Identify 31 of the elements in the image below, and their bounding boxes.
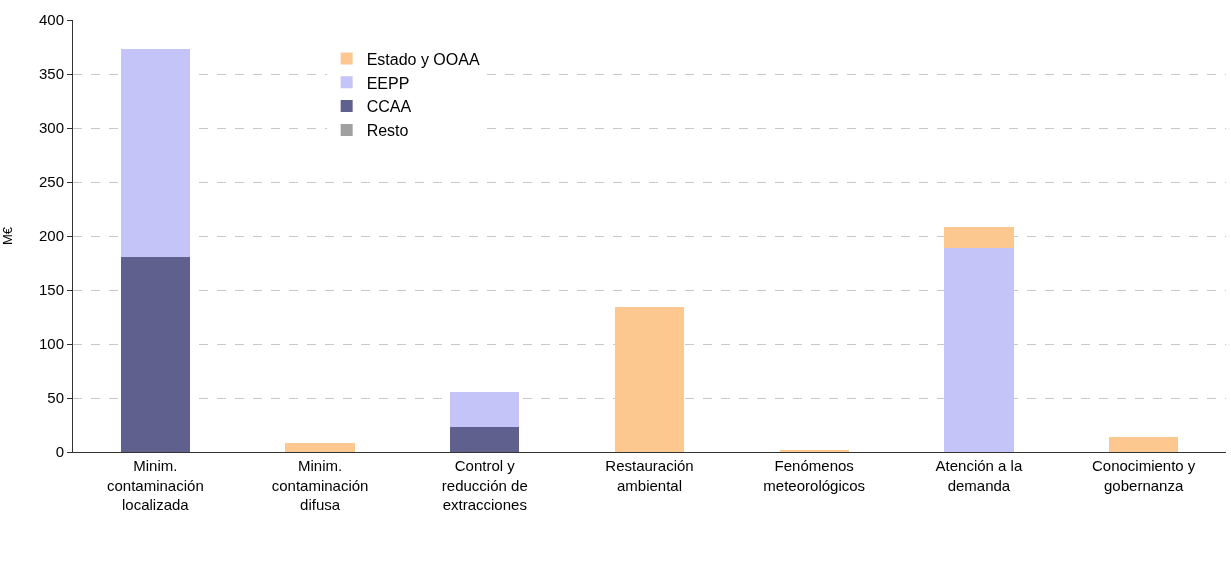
bar	[285, 443, 355, 452]
bar	[450, 391, 520, 428]
y-tick-label: 200	[38, 227, 64, 245]
y-tick-label: 100	[38, 335, 64, 353]
x-tick-label: Restauración ambiental	[605, 457, 694, 494]
x-tick-label: Minim. contaminación difusa	[271, 457, 369, 513]
legend-label: Resto	[366, 122, 409, 140]
legend-label: CCAA	[366, 98, 412, 116]
x-tick-label: Conocimiento y gobernanza	[1091, 457, 1196, 494]
legend-label: Estado y OOAA	[366, 50, 480, 68]
y-tick-label: 350	[38, 65, 64, 83]
y-tick-label: 300	[38, 119, 64, 137]
bar	[614, 307, 685, 452]
y-tick-label: 0	[55, 443, 64, 461]
y-tick-label: 400	[38, 11, 64, 29]
x-tick-label: Minim. contaminación localizada	[106, 457, 204, 513]
bar	[944, 247, 1014, 452]
bar	[944, 227, 1014, 248]
y-tick-label: 150	[38, 281, 64, 299]
bar	[120, 256, 190, 452]
y-axis-title: M€	[0, 226, 15, 246]
y-tick-label: 250	[38, 173, 64, 191]
bar	[1109, 436, 1179, 452]
y-tick-label: 50	[47, 389, 64, 407]
bar	[450, 427, 520, 452]
x-tick-label: Fenómenos meteorológicos	[763, 457, 866, 494]
bar	[120, 49, 190, 257]
x-tick-label: Atención a la demanda	[935, 457, 1023, 494]
x-tick-label: Control y reducción de extracciones	[441, 457, 528, 513]
legend-label: EEPP	[366, 74, 410, 92]
bar	[779, 449, 849, 452]
